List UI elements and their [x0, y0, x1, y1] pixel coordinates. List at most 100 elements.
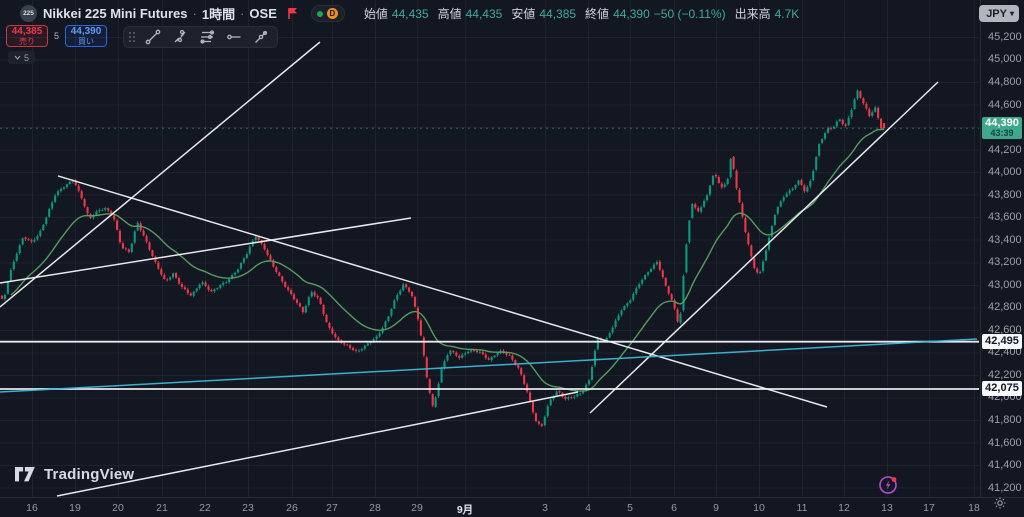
high-label: 高値 — [437, 7, 462, 21]
right-steep-ascending-trendline[interactable] — [589, 81, 939, 414]
data-mode-badge[interactable]: D — [310, 5, 345, 22]
chevron-down-icon: ▾ — [1009, 9, 1014, 18]
time-axis-label: 21 — [156, 502, 168, 514]
watermark-brand: TradingView — [44, 466, 135, 483]
drag-handle-icon[interactable] — [128, 30, 136, 44]
mid-short-ascending-trendline[interactable] — [0, 217, 412, 284]
time-axis-label: 6 — [671, 502, 677, 514]
realtime-dot-icon — [316, 10, 323, 17]
time-axis-label: 3 — [542, 502, 548, 514]
price-axis-label: 41,800 — [988, 413, 1022, 426]
close-label: 終値 — [585, 7, 610, 21]
sell-button[interactable]: 44,385 売り — [6, 25, 48, 47]
price-axis-label: 43,000 — [988, 278, 1022, 291]
drawing-toolbar — [123, 26, 278, 48]
symbol-title: Nikkei 225 Mini Futures — [43, 6, 188, 21]
tradingview-watermark[interactable]: TradingView — [15, 466, 134, 483]
currency-button[interactable]: JPY ▾ — [979, 5, 1019, 22]
price-axis-label: 45,000 — [988, 53, 1022, 66]
separator-dot: · — [192, 6, 197, 21]
lower-shallow-ascending-trendline[interactable] — [56, 391, 579, 497]
last-price-badge: 44,390 43:39 — [982, 117, 1022, 140]
price-axis-label: 44,800 — [988, 76, 1022, 88]
time-axis-label: 4 — [585, 502, 591, 514]
price-axis-label: 42,600 — [988, 323, 1022, 336]
price-axis-label: 43,600 — [988, 211, 1022, 224]
time-axis-label: 5 — [627, 502, 633, 514]
close-value: 44,390 — [613, 6, 650, 21]
price-level-badge: 42,075 — [982, 381, 1022, 397]
trend-line-icon[interactable] — [143, 27, 163, 47]
price-axis-label: 44,000 — [988, 166, 1022, 179]
sell-label: 売り — [19, 36, 35, 46]
high-value: 44,435 — [465, 6, 503, 21]
extended-line-icon[interactable] — [251, 27, 271, 47]
time-axis-label: 10 — [753, 502, 765, 514]
multi-trend-line-icon[interactable] — [170, 27, 190, 47]
left-steep-ascending-trendline[interactable] — [0, 41, 321, 308]
time-axis-label: 26 — [286, 502, 298, 514]
price-axis-label: 42,200 — [988, 368, 1022, 381]
time-axis-label: 9月 — [456, 504, 474, 516]
gear-icon[interactable] — [993, 496, 1007, 515]
instant-order-lightning-icon[interactable] — [877, 474, 899, 501]
change-value: −50 (−0.11%) — [653, 6, 726, 21]
separator-dot: · — [240, 6, 245, 21]
time-axis-label: 19 — [69, 502, 81, 514]
chevron-down-icon — [14, 55, 21, 60]
time-axis-label: 9 — [713, 502, 719, 514]
price-axis[interactable]: 44,390 43:39 42,495 42,075 41,200 41,400 4… — [980, 0, 1024, 497]
tradingview-logo-icon — [15, 466, 35, 481]
price-axis-label: 41,200 — [988, 481, 1022, 494]
buy-label: 買い — [78, 36, 94, 46]
exchange-label: OSE — [249, 6, 277, 21]
time-axis-label: 27 — [326, 502, 338, 514]
time-axis-label: 28 — [369, 502, 381, 514]
plot-area[interactable] — [0, 0, 979, 497]
chart-header: 225 Nikkei 225 Mini Futures · 1時間 · OSE … — [0, 0, 974, 22]
time-axis[interactable]: 16 19 20 21 22 23 26 27 28 29 9月 3 4 5 6 9 10 11 12 13 17 18 — [0, 497, 1024, 517]
price-axis-label: 42,800 — [988, 301, 1022, 314]
price-axis-label: 41,400 — [988, 459, 1022, 472]
time-axis-label: 20 — [112, 502, 124, 514]
price-axis-label: 43,200 — [988, 256, 1022, 269]
price-axis-label: 43,800 — [988, 188, 1022, 201]
long-descending-trendline[interactable] — [57, 175, 828, 408]
delayed-data-icon: D — [326, 8, 338, 19]
flag-icon[interactable] — [287, 7, 299, 20]
horizontal-ray-icon[interactable] — [224, 27, 244, 47]
time-axis-label: 11 — [796, 502, 808, 514]
symbol-logo: 225 — [20, 5, 37, 22]
buy-button[interactable]: 44,390 買い — [65, 25, 107, 47]
volume-value: 4.7K — [774, 6, 800, 21]
interval-label[interactable]: 1時間 — [201, 7, 236, 22]
trade-widget: 44,385 売り 5 44,390 買い — [6, 25, 107, 47]
low-value: 44,385 — [539, 6, 577, 21]
symbol-title-button[interactable]: Nikkei 225 Mini Futures · 1時間 · OSE — [43, 4, 277, 23]
quantity-value: 5 — [24, 52, 30, 63]
parallel-lines-icon[interactable] — [197, 27, 217, 47]
price-axis-label: 44,600 — [988, 98, 1022, 111]
quantity-pill[interactable]: 5 — [8, 51, 36, 64]
time-axis-label: 13 — [881, 502, 893, 514]
gridlines — [0, 0, 979, 497]
open-value: 44,435 — [391, 6, 429, 21]
price-axis-label: 45,200 — [988, 30, 1022, 43]
time-axis-label: 23 — [242, 502, 254, 514]
time-axis-label: 22 — [199, 502, 211, 514]
time-axis-label: 16 — [26, 502, 38, 514]
buy-price: 44,390 — [70, 25, 102, 37]
price-axis-label: 41,600 — [988, 436, 1022, 449]
price-level-badge: 42,495 — [982, 334, 1022, 350]
low-label: 安値 — [511, 7, 536, 21]
time-axis-label: 12 — [838, 502, 850, 514]
open-label: 始値 — [363, 7, 388, 21]
ema-line[interactable] — [10, 128, 885, 392]
time-axis-label: 18 — [968, 502, 980, 514]
cyan-long-trendline[interactable] — [0, 338, 978, 393]
time-axis-label: 17 — [923, 502, 935, 514]
currency-label: JPY — [986, 7, 1007, 20]
price-axis-label: 44,200 — [988, 143, 1022, 156]
